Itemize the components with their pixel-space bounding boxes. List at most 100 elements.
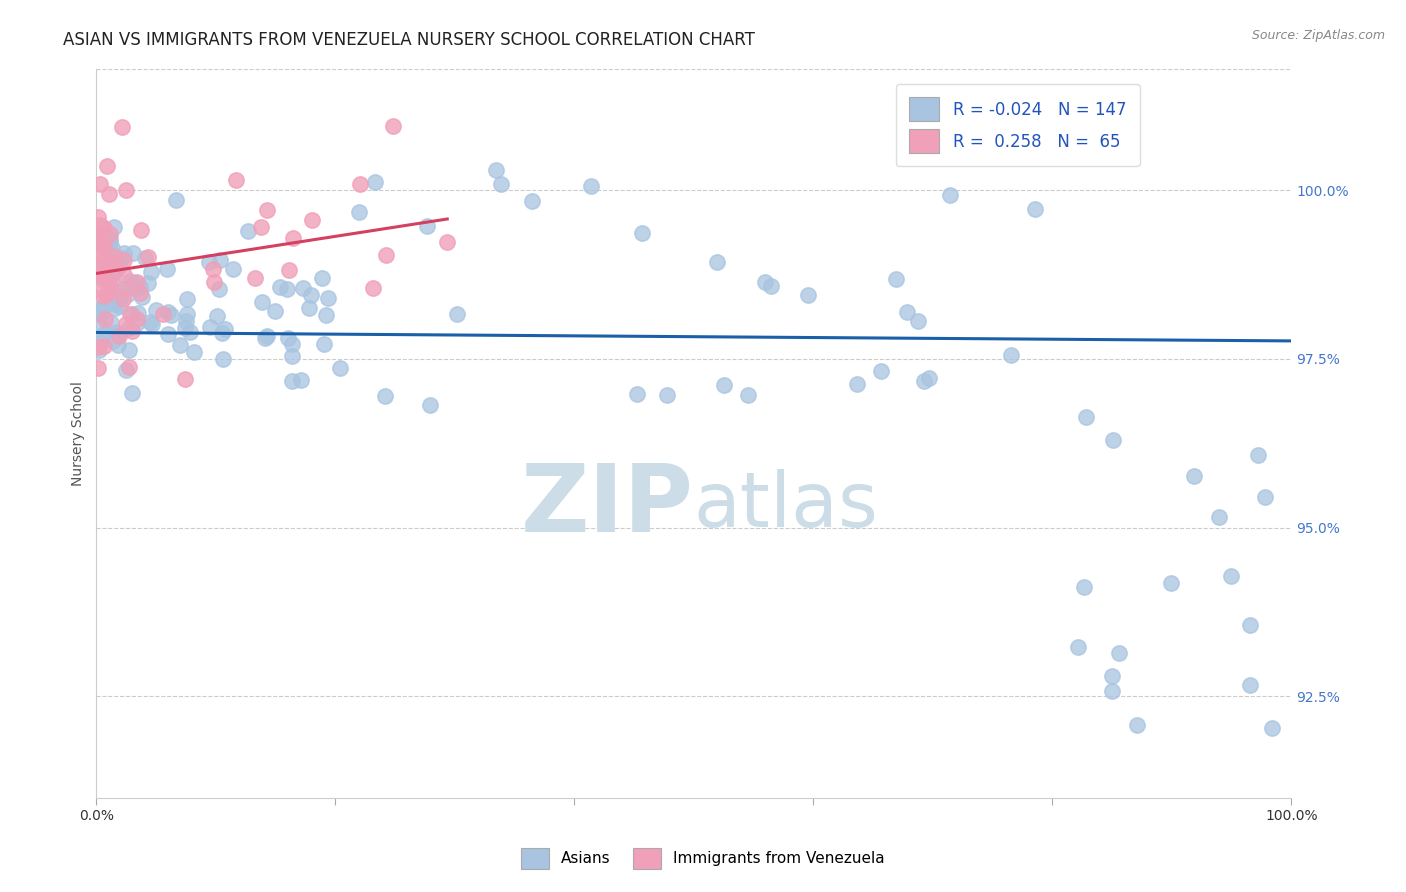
Point [156,261,179,276]
Point [107,328,129,343]
Point [104,325,127,339]
Point [280,349,302,363]
Point [214,322,236,336]
Point [520,194,543,208]
Point [121,385,143,400]
Legend: R = -0.024   N = 147, R =  0.258   N =  65: R = -0.024 N = 147, R = 0.258 N = 65 [896,84,1140,166]
Point [1067,640,1090,654]
Point [91,268,114,283]
Point [127,306,149,320]
Point [316,291,339,305]
Point [364,175,387,189]
Point [254,331,277,345]
Point [112,252,135,267]
Point [156,326,179,341]
Point [243,270,266,285]
Point [117,287,139,301]
Point [87,317,110,331]
Point [912,374,935,388]
Point [754,276,776,290]
Point [1254,491,1277,505]
Point [918,371,941,385]
Point [169,338,191,352]
Point [96,287,118,301]
Point [87,340,110,354]
Point [1126,718,1149,732]
Point [145,302,167,317]
Point [90,268,112,282]
Point [128,286,150,301]
Point [112,246,135,260]
Point [174,314,197,328]
Point [485,163,508,178]
Point [101,266,124,280]
Point [1239,618,1261,632]
Point [329,361,352,376]
Point [120,274,142,288]
Point [98,186,121,201]
Point [87,260,110,275]
Point [91,304,114,318]
Point [1184,469,1206,483]
Point [118,359,141,374]
Point [205,309,228,323]
Point [93,339,115,353]
Point [98,284,121,298]
Point [91,289,114,303]
Point [211,351,233,366]
Point [93,220,115,235]
Point [112,268,135,282]
Point [108,292,131,306]
Point [291,280,314,294]
Point [277,263,299,277]
Point [713,377,735,392]
Point [114,282,136,296]
Point [281,374,304,388]
Point [105,284,128,298]
Point [200,320,222,334]
Point [101,274,124,288]
Point [884,271,907,285]
Point [93,298,115,312]
Point [1073,580,1095,594]
Point [122,245,145,260]
Point [374,389,396,403]
Point [111,252,134,266]
Point [87,343,110,357]
Point [104,301,127,315]
Point [90,335,112,350]
Point [118,343,141,357]
Point [108,328,131,343]
Point [115,183,138,197]
Point [134,251,156,265]
Point [96,160,118,174]
Point [179,325,201,339]
Point [90,249,112,263]
Point [436,235,458,249]
Point [107,338,129,352]
Point [263,303,285,318]
Point [87,235,110,249]
Point [737,388,759,402]
Point [797,288,820,302]
Point [93,311,115,326]
Point [349,177,371,191]
Point [100,316,122,330]
Point [104,297,127,311]
Point [269,279,291,293]
Point [89,218,111,232]
Point [165,193,187,207]
Text: ZIP: ZIP [522,460,693,552]
Point [104,262,127,277]
Point [1000,348,1022,362]
Point [869,364,891,378]
Point [706,255,728,269]
Point [89,271,111,285]
Y-axis label: Nursery School: Nursery School [72,381,86,485]
Point [98,232,121,246]
Point [131,290,153,304]
Point [208,252,231,267]
Point [89,268,111,283]
Point [124,281,146,295]
Point [94,325,117,339]
